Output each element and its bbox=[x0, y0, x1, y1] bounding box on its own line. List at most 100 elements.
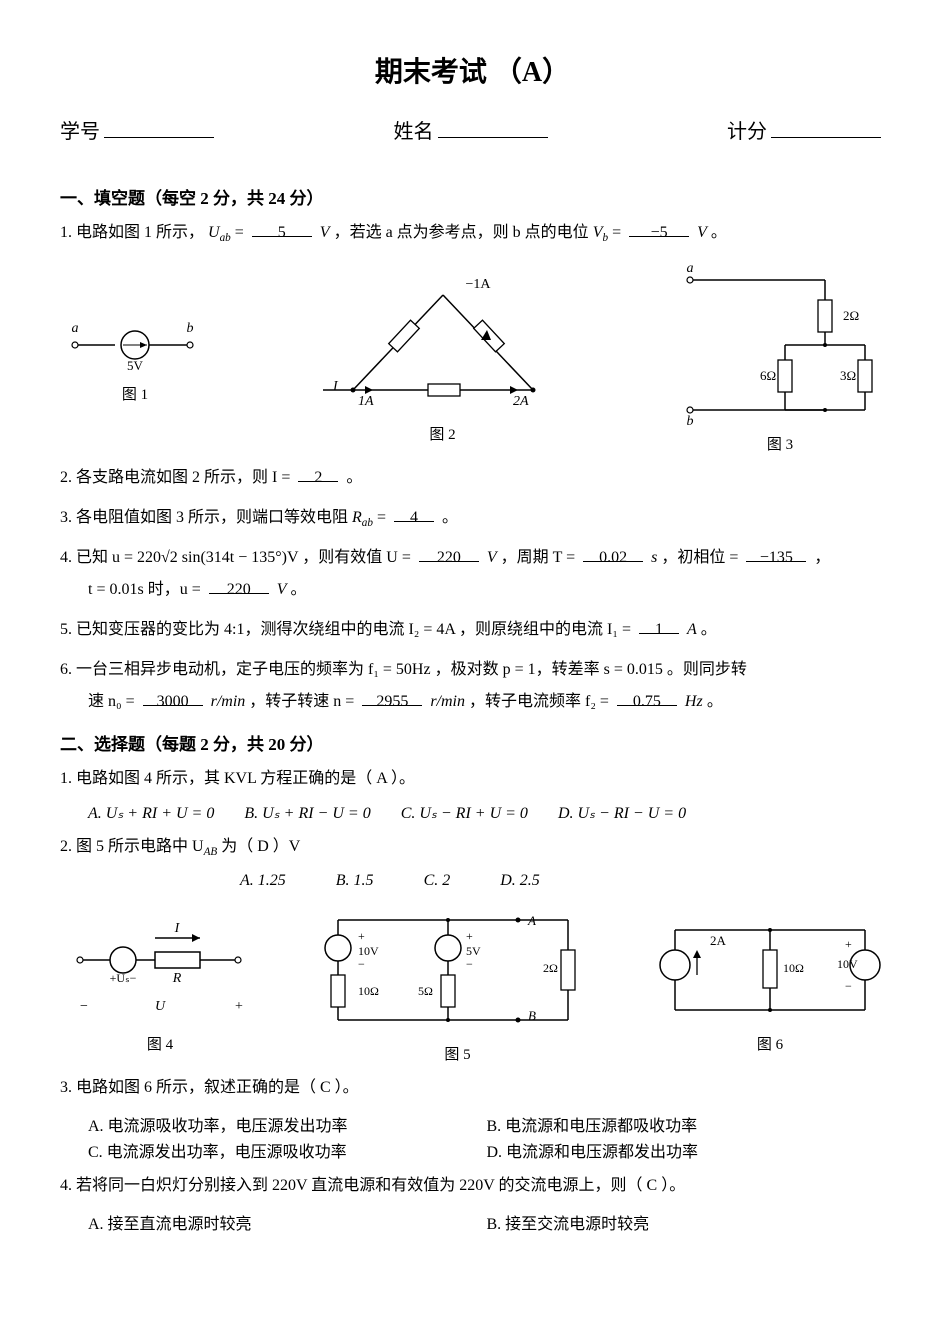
q4-ans3[interactable]: −135 bbox=[746, 542, 806, 562]
fig4-plus: + bbox=[235, 999, 243, 1014]
q2-1-text: 1. 电路如图 4 所示，其 KVL 方程正确的是（ A ）。 bbox=[60, 770, 415, 787]
student-id-label: 学号 bbox=[60, 115, 100, 144]
q1-mid: ，若选 a 点为参考点，则 b 点的电位 bbox=[334, 224, 593, 241]
q2-1-d: D. Uₛ − RI − U = 0 bbox=[558, 803, 686, 823]
q6-unit1: r/min bbox=[211, 693, 246, 710]
fig6-2a: 2A bbox=[710, 933, 727, 948]
fig1-a: a bbox=[72, 321, 79, 336]
q2-3: 3. 电路如图 6 所示，叙述正确的是（ C ）。 bbox=[60, 1072, 885, 1104]
q6-unit3: Hᴢ bbox=[685, 693, 703, 710]
fig4-I: I bbox=[174, 921, 181, 936]
q5-ans[interactable]: 1 bbox=[639, 614, 679, 634]
q2-3-a: A. 电流源吸收功率，电压源发出功率 bbox=[88, 1112, 487, 1136]
figure-row-2: I R +Uₛ− − U + 图 4 + 10V − 10Ω bbox=[60, 900, 885, 1064]
q2-1-options: A. Uₛ + RI + U = 0 B. Uₛ + RI − U = 0 C.… bbox=[88, 803, 885, 823]
q2-1-a: A. Uₛ + RI + U = 0 bbox=[88, 803, 214, 823]
fig1-label: 图 1 bbox=[60, 383, 210, 404]
q1-pre: 1. 电路如图 1 所示， bbox=[60, 224, 204, 241]
q1-var2: V bbox=[593, 224, 603, 241]
section1-title: 一、填空题（每空 2 分，共 24 分） bbox=[60, 184, 885, 209]
q6-line2pre: 速 n₀ = bbox=[88, 693, 139, 710]
fig3-b: b bbox=[687, 414, 694, 429]
q3-ans[interactable]: 4 bbox=[394, 502, 434, 522]
fig1-src: 5V bbox=[127, 358, 144, 373]
q2-4-b: B. 接至交流电源时较亮 bbox=[487, 1210, 886, 1234]
q2-ans[interactable]: 2 bbox=[298, 462, 338, 482]
q2-1: 1. 电路如图 4 所示，其 KVL 方程正确的是（ A ）。 bbox=[60, 763, 885, 795]
q1-eq1: = bbox=[235, 224, 248, 241]
q3-end: 。 bbox=[442, 509, 458, 526]
q1-unit2: V bbox=[697, 224, 707, 241]
q6-ans3[interactable]: 0.75 bbox=[617, 686, 677, 706]
q1-ans1[interactable]: 5 bbox=[252, 217, 312, 237]
q4-end2: 。 bbox=[291, 581, 307, 598]
q1-end: 。 bbox=[711, 224, 727, 241]
fig2-2a: 2A bbox=[513, 394, 529, 409]
figure-4: I R +Uₛ− − U + 图 4 bbox=[60, 910, 260, 1054]
q4-line2pre: t = 0.01s 时，u = bbox=[88, 581, 205, 598]
fig3-a: a bbox=[687, 261, 694, 276]
q4-ans4[interactable]: 220 bbox=[209, 574, 269, 594]
q4-ans1[interactable]: 220 bbox=[419, 542, 479, 562]
q2-1-c: C. Uₛ − RI + U = 0 bbox=[401, 803, 528, 823]
q6-ans2[interactable]: 2955 bbox=[362, 686, 422, 706]
fig2-I: I bbox=[332, 379, 339, 394]
q3-eq: = bbox=[377, 509, 390, 526]
q1-2: 2. 各支路电流如图 2 所示，则 I = 2 。 bbox=[60, 462, 885, 494]
q2-3-options: A. 电流源吸收功率，电压源发出功率 B. 电流源和电压源都吸收功率 C. 电流… bbox=[88, 1112, 885, 1162]
fig3-label: 图 3 bbox=[675, 433, 885, 454]
q6-unit2: r/min bbox=[430, 693, 465, 710]
q1-eq2: = bbox=[612, 224, 625, 241]
fig5-plus2: + bbox=[466, 929, 473, 943]
q5-text: 5. 已知变压器的变比为 4:1，测得次绕组中的电流 I₂ = 4A ，则原绕组… bbox=[60, 621, 635, 638]
q2-3-c: C. 电流源发出功率，电压源吸收功率 bbox=[88, 1138, 487, 1162]
student-id-blank[interactable] bbox=[104, 118, 214, 138]
fig6-r10: 10Ω bbox=[783, 961, 804, 975]
q1-5: 5. 已知变压器的变比为 4:1，测得次绕组中的电流 I₂ = 4A ，则原绕组… bbox=[60, 614, 885, 646]
q1-1: 1. 电路如图 1 所示， Uab = 5 V ，若选 a 点为参考点，则 b … bbox=[60, 217, 885, 250]
fig6-plus: + bbox=[845, 937, 852, 951]
q4-mid1: ，周期 T = bbox=[501, 549, 580, 566]
q6-end: 。 bbox=[707, 693, 723, 710]
q4-unit1: V bbox=[487, 549, 497, 566]
fig2-label: 图 2 bbox=[313, 423, 573, 444]
fig5-svg: + 10V − 10Ω + 5V − 5Ω A B 2Ω bbox=[318, 900, 598, 1040]
q2-end: 。 bbox=[346, 469, 362, 486]
q5-unit: A bbox=[687, 621, 697, 638]
q1-var1: U bbox=[208, 224, 220, 241]
fig2-1a: 1A bbox=[358, 394, 374, 409]
q2-text: 2. 各支路电流如图 2 所示，则 I = bbox=[60, 469, 294, 486]
section2-title: 二、选择题（每题 2 分，共 20 分） bbox=[60, 730, 885, 755]
figure-5: + 10V − 10Ω + 5V − 5Ω A B 2Ω 图 5 bbox=[318, 900, 598, 1064]
fig4-R: R bbox=[172, 971, 182, 986]
q1-ans2[interactable]: −5 bbox=[629, 217, 689, 237]
q4-ans2[interactable]: 0.02 bbox=[583, 542, 643, 562]
q1-unit1: V bbox=[320, 224, 330, 241]
q2-3-text: 3. 电路如图 6 所示，叙述正确的是（ C ）。 bbox=[60, 1079, 359, 1096]
q3-sub: ab bbox=[362, 517, 373, 529]
fig3-r2: 2Ω bbox=[843, 308, 859, 323]
fig3-svg: a 2Ω 6Ω 3Ω b bbox=[675, 260, 885, 430]
fig5-r5: 5Ω bbox=[418, 984, 433, 998]
q2-3-d: D. 电流源和电压源都发出功率 bbox=[487, 1138, 886, 1162]
q2-2-options: A. 1.25 B. 1.5 C. 2 D. 2.5 bbox=[240, 872, 885, 890]
fig3-r6: 6Ω bbox=[760, 368, 776, 383]
q1-sub1: ab bbox=[220, 232, 231, 244]
name-field: 姓名 bbox=[394, 115, 552, 144]
fig6-label: 图 6 bbox=[655, 1033, 885, 1054]
name-blank[interactable] bbox=[438, 118, 548, 138]
fig5-minus1: − bbox=[358, 957, 365, 971]
q3-text: 3. 各电阻值如图 3 所示，则端口等效电阻 bbox=[60, 509, 352, 526]
q2-2-mid: 为（ D ）V bbox=[221, 838, 300, 855]
q2-4-options: A. 接至直流电源时较亮 B. 接至交流电源时较亮 bbox=[88, 1210, 885, 1234]
q4-unit4: V bbox=[277, 581, 287, 598]
score-blank[interactable] bbox=[771, 118, 881, 138]
fig4-U: U bbox=[155, 999, 166, 1014]
q4-pre: 4. 已知 u = 220√2 sin(314t − 135°)V ，则有效值 … bbox=[60, 549, 415, 566]
name-label: 姓名 bbox=[394, 115, 434, 144]
q1-4: 4. 已知 u = 220√2 sin(314t − 135°)V ，则有效值 … bbox=[60, 542, 885, 606]
q6-mid1: ，转子转速 n = bbox=[249, 693, 358, 710]
q6-ans1[interactable]: 3000 bbox=[143, 686, 203, 706]
q2-2-sub: AB bbox=[204, 846, 218, 858]
fig4-Us: +Uₛ− bbox=[110, 971, 137, 985]
